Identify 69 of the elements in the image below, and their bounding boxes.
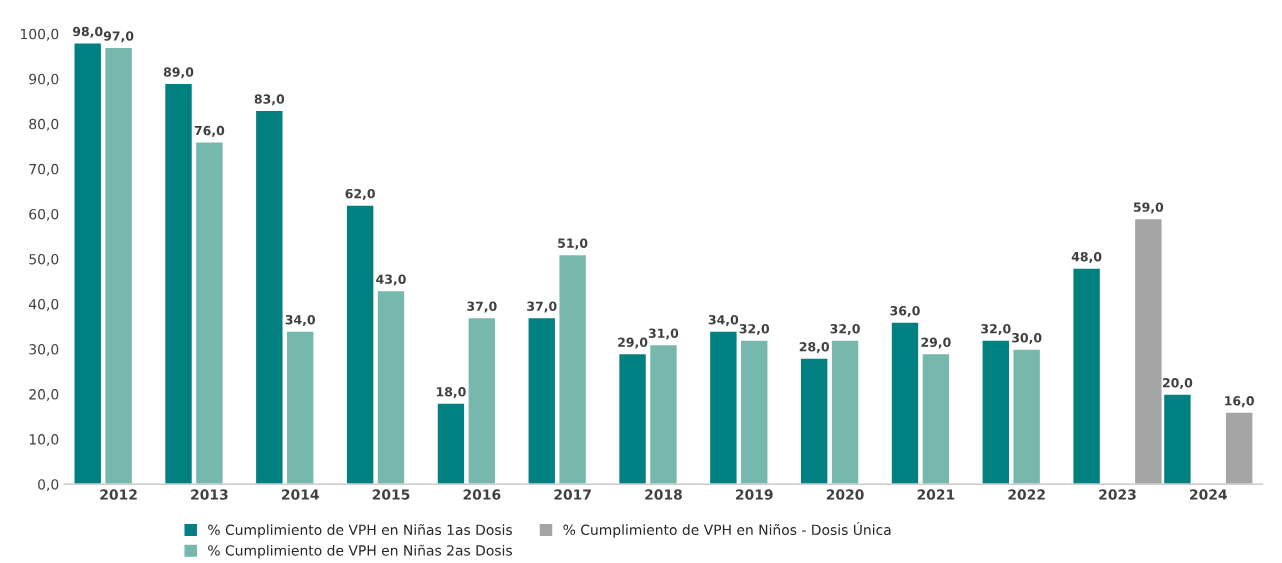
data-label: 20,0 <box>1162 378 1193 390</box>
x-tick-label: 2020 <box>826 489 864 500</box>
x-tick-label: 2023 <box>1099 489 1136 500</box>
y-tick-label: 40,0 <box>28 298 59 311</box>
data-label: 97,0 <box>103 31 134 43</box>
bar <box>1224 411 1254 485</box>
y-tick-label: 50,0 <box>29 253 59 266</box>
bar <box>708 330 738 485</box>
data-label: 29,0 <box>921 337 951 349</box>
y-tick-label: 90,0 <box>29 73 59 86</box>
data-label: 34,0 <box>708 315 739 327</box>
data-label: 48,0 <box>1071 251 1102 263</box>
data-label: 32,0 <box>830 324 860 336</box>
x-tick-label: 2017 <box>554 489 591 500</box>
bar <box>617 352 648 485</box>
data-label: 83,0 <box>254 94 285 106</box>
data-label: 30,0 <box>1012 333 1042 345</box>
x-tick-label: 2024 <box>1190 489 1227 500</box>
bar <box>254 109 284 485</box>
legend-label: % Cumplimiento de VPH en Niños - Dosis Única <box>563 522 891 538</box>
x-tick-label: 2021 <box>917 489 955 500</box>
data-label: 43,0 <box>376 274 406 286</box>
y-tick-label: 60,0 <box>29 208 59 221</box>
y-tick-label: 30,0 <box>29 344 59 356</box>
data-label: 34,0 <box>285 315 316 327</box>
data-label: 98,0 <box>72 26 103 38</box>
bar <box>1012 348 1042 485</box>
x-tick-label: 2019 <box>736 489 773 500</box>
x-tick-label: 2016 <box>463 489 501 500</box>
bar <box>1072 267 1102 485</box>
data-label: 62,0 <box>345 188 375 200</box>
data-label: 32,0 <box>739 324 770 336</box>
x-tick-label: 2013 <box>191 489 228 500</box>
data-label: 31,0 <box>648 328 679 340</box>
data-label: 29,0 <box>618 337 648 349</box>
bar <box>981 339 1011 485</box>
data-label: 28,0 <box>799 342 829 354</box>
data-label: 59,0 <box>1133 202 1164 214</box>
y-tick-label: 10,0 <box>29 434 59 447</box>
data-label: 37,0 <box>467 301 497 313</box>
y-tick-label: 70,0 <box>29 163 59 176</box>
x-tick-label: 2012 <box>100 489 137 500</box>
y-tick-label: 20,0 <box>29 389 59 401</box>
x-tick-label: 2018 <box>645 489 682 500</box>
bar <box>739 339 769 485</box>
bar <box>194 141 224 485</box>
data-label: 16,0 <box>1225 396 1254 408</box>
data-label: 37,0 <box>527 301 557 313</box>
data-label: 32,0 <box>981 324 1011 336</box>
bar <box>558 253 588 485</box>
bar <box>527 316 557 485</box>
data-label: 51,0 <box>558 238 588 250</box>
bar <box>103 46 134 485</box>
x-tick-label: 2022 <box>1008 489 1045 500</box>
data-label: 36,0 <box>890 305 920 318</box>
legend-label: % Cumplimiento de VPH en Niñas 1as Dosis <box>208 524 512 538</box>
bar <box>285 330 315 485</box>
data-label: 76,0 <box>194 125 225 137</box>
x-tick-label: 2014 <box>281 489 319 500</box>
y-tick-label: 0,0 <box>38 479 59 492</box>
legend-label: % Cumplimiento de VPH en Niñas 2as Dosis <box>208 544 512 559</box>
bar <box>648 343 679 485</box>
y-tick-label: 100,0 <box>21 28 59 41</box>
y-tick-label: 80,0 <box>29 118 59 131</box>
x-tick-label: 2015 <box>372 489 410 500</box>
bar <box>163 82 194 485</box>
data-label: 89,0 <box>163 67 194 79</box>
bar <box>73 42 103 485</box>
data-label: 18,0 <box>436 387 466 399</box>
